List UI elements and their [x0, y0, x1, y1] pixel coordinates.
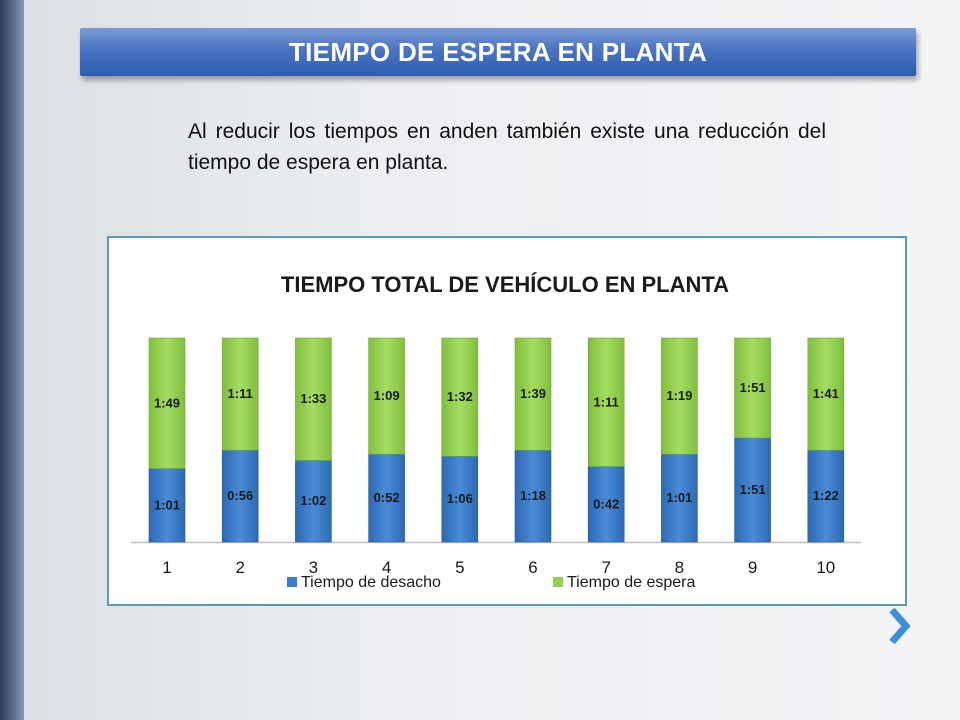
legend-swatch — [287, 577, 297, 587]
data-label: 1:11 — [594, 394, 619, 409]
data-label: 1:51 — [740, 482, 766, 497]
stacked-bar-chart: TIEMPO TOTAL DE VEHÍCULO EN PLANTA 1:01 1:… — [131, 272, 861, 591]
left-accent-bar — [0, 0, 24, 720]
data-label: 1:32 — [447, 389, 473, 404]
x-tick-label: 4 — [382, 558, 391, 577]
data-label: 1:33 — [300, 391, 326, 406]
x-tick-label: 7 — [601, 558, 610, 577]
data-label: 1:06 — [447, 491, 473, 506]
x-tick-label: 9 — [748, 558, 757, 577]
legend-label: Tiempo de desacho — [301, 574, 441, 591]
x-tick-label: 3 — [309, 558, 318, 577]
x-tick-label: 8 — [675, 558, 684, 577]
data-label: 1:01 — [666, 490, 692, 505]
chart-title: TIEMPO TOTAL DE VEHÍCULO EN PLANTA — [281, 272, 729, 297]
data-label: 1:02 — [300, 493, 326, 508]
x-tick-label: 6 — [528, 558, 537, 577]
legend-label: Tiempo de espera — [567, 574, 695, 591]
intro-paragraph: Al reducir los tiempos en anden también … — [188, 120, 826, 174]
bar-segment — [368, 453, 405, 543]
bar-segment — [807, 449, 845, 543]
data-label: 0:56 — [227, 488, 253, 503]
bar-segment — [514, 337, 552, 451]
bar-segment — [295, 337, 332, 461]
data-label: 1:09 — [374, 388, 400, 403]
bar-segment — [441, 337, 479, 457]
legend-swatch — [553, 577, 563, 587]
data-label: 1:19 — [666, 388, 692, 403]
data-label: 0:42 — [593, 496, 619, 511]
bar-segment — [587, 337, 625, 467]
bar-segment — [148, 468, 186, 543]
bar-segment — [587, 466, 625, 543]
chart-frame: TIEMPO TOTAL DE VEHÍCULO EN PLANTA 1:01 1:… — [107, 236, 907, 606]
data-label: 1:18 — [520, 488, 546, 503]
data-label: 1:22 — [813, 488, 839, 503]
x-tick-label: 5 — [455, 558, 464, 577]
bar-segment — [295, 460, 332, 543]
data-label: 1:01 — [154, 497, 180, 512]
bar-segment — [368, 337, 405, 455]
data-label: 0:52 — [374, 490, 400, 505]
bar-segment — [734, 337, 771, 439]
bar-segment — [734, 437, 771, 543]
bar-segment — [221, 337, 259, 451]
x-tick-label: 2 — [235, 558, 244, 577]
page-title: TIEMPO DE ESPERA EN PLANTA — [288, 36, 708, 67]
bar-segment — [441, 456, 479, 543]
data-label: 1:41 — [813, 386, 839, 401]
chevron-right-icon[interactable] — [882, 606, 922, 646]
data-label: 1:51 — [740, 380, 766, 395]
title-banner: TIEMPO DE ESPERA EN PLANTA — [80, 28, 916, 76]
bar-segment — [148, 337, 186, 469]
data-label: 1:49 — [154, 395, 180, 410]
bar-segment — [661, 453, 698, 543]
x-tick-label: 1 — [162, 558, 171, 577]
data-label: 1:39 — [520, 386, 546, 401]
data-label: 1:11 — [228, 386, 253, 401]
bar-segment — [807, 337, 845, 451]
bar-segment — [514, 449, 552, 543]
x-tick-label: 10 — [816, 558, 835, 577]
bar-segment — [661, 337, 698, 455]
